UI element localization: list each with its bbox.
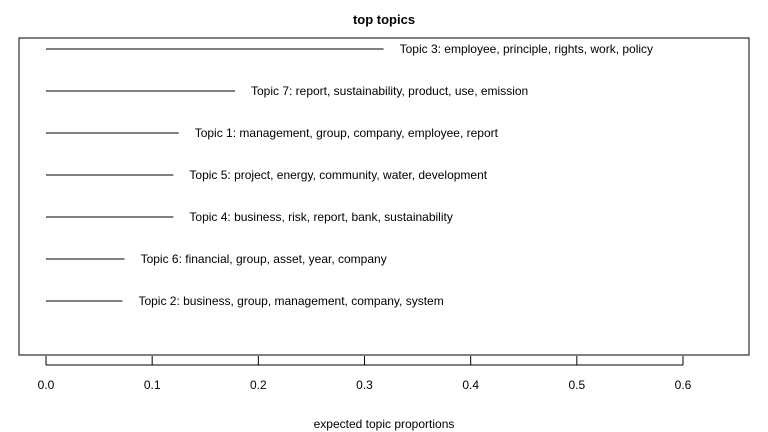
bar-label: Topic 2: business, group, management, co… — [138, 294, 443, 308]
x-tick-label: 0.1 — [144, 378, 161, 392]
bar-label: Topic 3: employee, principle, rights, wo… — [400, 42, 653, 56]
x-tick-label: 0.2 — [250, 378, 267, 392]
bars-group: Topic 3: employee, principle, rights, wo… — [46, 42, 653, 308]
x-tick-label: 0.4 — [462, 378, 479, 392]
x-tick-label: 0.6 — [675, 378, 692, 392]
x-axis: 0.0 0.1 0.2 0.3 0.4 0.5 0.6 — [38, 356, 692, 392]
x-tick-label: 0.0 — [38, 378, 55, 392]
bar-label: Topic 4: business, risk, report, bank, s… — [189, 210, 452, 224]
x-tick-label: 0.5 — [568, 378, 585, 392]
bar-label: Topic 5: project, energy, community, wat… — [189, 168, 487, 182]
plot-frame — [18, 37, 750, 356]
x-axis-title: expected topic proportions — [314, 417, 455, 431]
bar-label: Topic 1: management, group, company, emp… — [195, 126, 499, 140]
bar-label: Topic 6: financial, group, asset, year, … — [141, 252, 387, 266]
bar-label: Topic 7: report, sustainability, product… — [251, 84, 528, 98]
chart-title: top topics — [353, 12, 415, 27]
x-tick-label: 0.3 — [356, 378, 373, 392]
